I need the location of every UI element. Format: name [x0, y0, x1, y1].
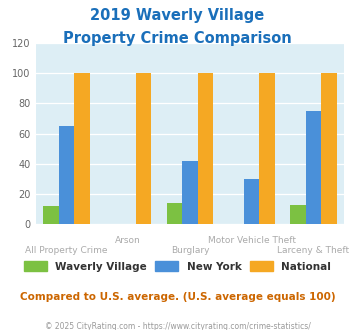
Text: Arson: Arson [115, 236, 141, 245]
Text: Larceny & Theft: Larceny & Theft [277, 246, 350, 255]
Bar [321, 73, 337, 224]
Bar [290, 205, 306, 224]
Text: © 2025 CityRating.com - https://www.cityrating.com/crime-statistics/: © 2025 CityRating.com - https://www.city… [45, 322, 310, 330]
Bar [74, 73, 89, 224]
Text: Compared to U.S. average. (U.S. average equals 100): Compared to U.S. average. (U.S. average … [20, 292, 335, 302]
Bar [43, 206, 59, 224]
Text: Motor Vehicle Theft: Motor Vehicle Theft [208, 236, 296, 245]
Bar [136, 73, 151, 224]
Text: Burglary: Burglary [171, 246, 209, 255]
Text: 2019 Waverly Village: 2019 Waverly Village [91, 8, 264, 23]
Bar [198, 73, 213, 224]
Bar [260, 73, 275, 224]
Bar [59, 126, 74, 224]
Bar [182, 161, 198, 224]
Bar [167, 203, 182, 224]
Text: All Property Crime: All Property Crime [25, 246, 108, 255]
Text: Property Crime Comparison: Property Crime Comparison [63, 31, 292, 46]
Bar [306, 111, 321, 224]
Legend: Waverly Village, New York, National: Waverly Village, New York, National [24, 261, 331, 272]
Bar [244, 179, 260, 224]
